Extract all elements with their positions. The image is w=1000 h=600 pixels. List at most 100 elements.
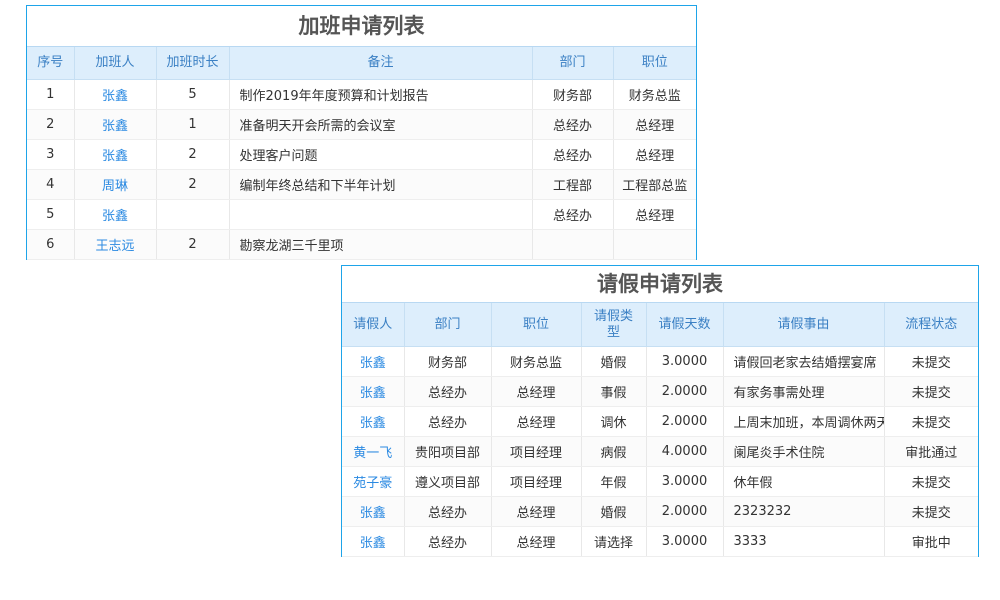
column-header: 序号 — [27, 47, 75, 80]
table-cell: 请假回老家去结婚摆宴席 — [723, 346, 885, 377]
person-link[interactable]: 张鑫 — [342, 346, 405, 377]
person-link[interactable]: 张鑫 — [74, 109, 157, 140]
table-cell: 1 — [156, 109, 230, 140]
table-cell: 3.0000 — [646, 346, 724, 377]
table-cell: 项目经理 — [491, 466, 582, 497]
table-cell: 总经理 — [613, 199, 696, 230]
table-cell: 总经办 — [532, 109, 614, 140]
table-cell: 5 — [27, 199, 75, 230]
table-cell: 3 — [27, 139, 75, 170]
person-link[interactable]: 王志远 — [74, 229, 157, 260]
table-cell: 处理客户问题 — [229, 139, 533, 170]
leave-title: 请假申请列表 — [342, 266, 978, 303]
table-cell: 有家务事需处理 — [723, 376, 885, 407]
table-cell: 事假 — [581, 376, 647, 407]
table-row[interactable]: 张鑫 总经办 总经理 事假 2.0000 有家务事需处理 未提交 — [342, 376, 978, 407]
table-cell: 2.0000 — [646, 496, 724, 527]
table-cell: 工程部 — [532, 169, 614, 200]
table-cell: 年假 — [581, 466, 647, 497]
person-link[interactable]: 张鑫 — [342, 376, 405, 407]
person-link[interactable]: 张鑫 — [342, 526, 405, 557]
overtime-body: 1 张鑫 5 制作2019年年度预算和计划报告 财务部 财务总监 2 张鑫 1 准备明天开会所需的… — [27, 79, 696, 260]
person-link[interactable]: 张鑫 — [74, 199, 157, 230]
table-cell: 6 — [27, 229, 75, 260]
table-cell: 勘察龙湖三千里项 — [229, 229, 533, 260]
table-row[interactable]: 1 张鑫 5 制作2019年年度预算和计划报告 财务部 财务总监 — [27, 79, 696, 110]
table-cell: 4.0000 — [646, 436, 724, 467]
table-cell: 财务部 — [404, 346, 492, 377]
column-header: 请假天数 — [646, 303, 724, 347]
column-header: 请假事由 — [723, 303, 885, 347]
table-row[interactable]: 5 张鑫 总经办 总经理 — [27, 199, 696, 230]
person-link[interactable]: 黄一飞 — [342, 436, 405, 467]
person-link[interactable]: 张鑫 — [342, 406, 405, 437]
table-row[interactable]: 2 张鑫 1 准备明天开会所需的会议室 总经办 总经理 — [27, 109, 696, 140]
leave-list-panel: 请假申请列表 请假人 部门 职位 请假类型 请假天数 请假事由 流程状态 张鑫 财务部 财务总监… — [341, 265, 979, 557]
table-row[interactable]: 黄一飞 贵阳项目部 项目经理 病假 4.0000 阑尾炎手术住院 审批通过 — [342, 436, 978, 467]
table-cell: 调休 — [581, 406, 647, 437]
table-cell: 病假 — [581, 436, 647, 467]
person-link[interactable]: 周琳 — [74, 169, 157, 200]
column-header: 流程状态 — [884, 303, 978, 347]
table-cell: 总经理 — [491, 496, 582, 527]
overtime-table: 序号 加班人 加班时长 备注 部门 职位 1 张鑫 5 制作2019年年度预算和计划报告 财务部财… — [27, 47, 696, 260]
column-header: 部门 — [404, 303, 492, 347]
table-cell: 阑尾炎手术住院 — [723, 436, 885, 467]
table-cell: 上周末加班，本周调休两天 — [723, 406, 885, 437]
table-cell: 遵义项目部 — [404, 466, 492, 497]
table-row[interactable]: 3 张鑫 2 处理客户问题 总经办 总经理 — [27, 139, 696, 170]
table-cell — [156, 199, 230, 230]
column-header: 备注 — [229, 47, 533, 80]
table-cell — [613, 229, 696, 260]
table-cell: 1 — [27, 79, 75, 110]
column-header: 加班人 — [74, 47, 157, 80]
column-header: 请假人 — [342, 303, 405, 347]
table-cell: 总经办 — [532, 199, 614, 230]
table-cell — [532, 229, 614, 260]
table-cell: 3.0000 — [646, 466, 724, 497]
table-cell: 总经理 — [491, 376, 582, 407]
table-cell: 婚假 — [581, 346, 647, 377]
table-cell: 婚假 — [581, 496, 647, 527]
person-link[interactable]: 苑子豪 — [342, 466, 405, 497]
column-header: 职位 — [491, 303, 582, 347]
person-link[interactable]: 张鑫 — [342, 496, 405, 527]
person-link[interactable]: 张鑫 — [74, 79, 157, 110]
table-cell: 总经理 — [491, 526, 582, 557]
table-cell: 总经办 — [404, 526, 492, 557]
table-cell: 2 — [27, 109, 75, 140]
person-link[interactable]: 张鑫 — [74, 139, 157, 170]
overtime-header-row: 序号 加班人 加班时长 备注 部门 职位 — [27, 47, 696, 80]
table-cell: 总经理 — [613, 109, 696, 140]
overtime-list-panel: 加班申请列表 序号 加班人 加班时长 备注 部门 职位 1 张鑫 5 制作2019年年度预算和计… — [26, 5, 697, 260]
table-row[interactable]: 张鑫 财务部 财务总监 婚假 3.0000 请假回老家去结婚摆宴席 未提交 — [342, 346, 978, 377]
table-cell: 未提交 — [884, 406, 978, 437]
table-cell: 未提交 — [884, 466, 978, 497]
table-row[interactable]: 张鑫 总经办 总经理 请选择 3.0000 3333 审批中 — [342, 526, 978, 557]
table-row[interactable]: 6 王志远 2 勘察龙湖三千里项 — [27, 229, 696, 260]
table-cell: 2 — [156, 229, 230, 260]
table-row[interactable]: 苑子豪 遵义项目部 项目经理 年假 3.0000 休年假 未提交 — [342, 466, 978, 497]
table-row[interactable]: 张鑫 总经办 总经理 婚假 2.0000 2323232 未提交 — [342, 496, 978, 527]
table-cell: 审批通过 — [884, 436, 978, 467]
overtime-title: 加班申请列表 — [27, 6, 696, 47]
table-row[interactable]: 4 周琳 2 编制年终总结和下半年计划 工程部 工程部总监 — [27, 169, 696, 200]
column-header: 职位 — [613, 47, 696, 80]
table-cell: 未提交 — [884, 376, 978, 407]
table-cell: 项目经理 — [491, 436, 582, 467]
table-cell: 未提交 — [884, 496, 978, 527]
table-row[interactable]: 张鑫 总经办 总经理 调休 2.0000 上周末加班，本周调休两天 未提交 — [342, 406, 978, 437]
table-cell: 总经理 — [491, 406, 582, 437]
leave-table: 请假人 部门 职位 请假类型 请假天数 请假事由 流程状态 张鑫 财务部 财务总监 婚假 3.000… — [342, 303, 978, 557]
table-cell: 2.0000 — [646, 376, 724, 407]
table-cell: 3.0000 — [646, 526, 724, 557]
table-cell: 3333 — [723, 526, 885, 557]
table-cell: 2323232 — [723, 496, 885, 527]
table-cell: 2 — [156, 139, 230, 170]
table-cell: 财务总监 — [491, 346, 582, 377]
leave-body: 张鑫 财务部 财务总监 婚假 3.0000 请假回老家去结婚摆宴席 未提交 张鑫 总经办 总经理事… — [342, 346, 978, 557]
table-cell: 2 — [156, 169, 230, 200]
table-cell: 请选择 — [581, 526, 647, 557]
table-cell: 准备明天开会所需的会议室 — [229, 109, 533, 140]
table-cell: 制作2019年年度预算和计划报告 — [229, 79, 533, 110]
